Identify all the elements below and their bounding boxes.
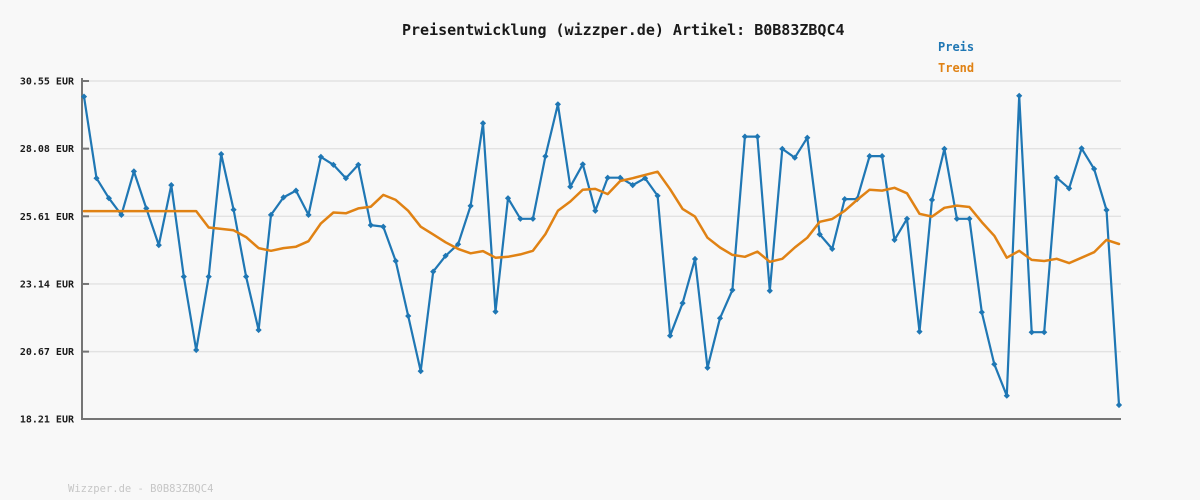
trend-line (82, 170, 1121, 265)
y-tick-label: 30.55 EUR (20, 77, 75, 88)
preis-line (82, 94, 1121, 407)
y-tick-label: 28.08 EUR (20, 144, 75, 155)
y-tick-label: 23.14 EUR (20, 279, 75, 290)
y-tick-label: 20.67 EUR (20, 347, 75, 358)
legend-item-preis: Preis (938, 40, 975, 54)
axis-border (81, 78, 1121, 420)
preis-markers (80, 92, 1123, 409)
legend-item-trend: Trend (938, 61, 975, 75)
chart-title: Preisentwicklung (wizzper.de) Artikel: B… (402, 21, 845, 39)
watermark-text: Wizzper.de - B0B83ZBQC4 (68, 483, 214, 495)
y-tick-label: 18.21 EUR (20, 415, 75, 426)
y-tick-label: 25.61 EUR (20, 212, 75, 223)
